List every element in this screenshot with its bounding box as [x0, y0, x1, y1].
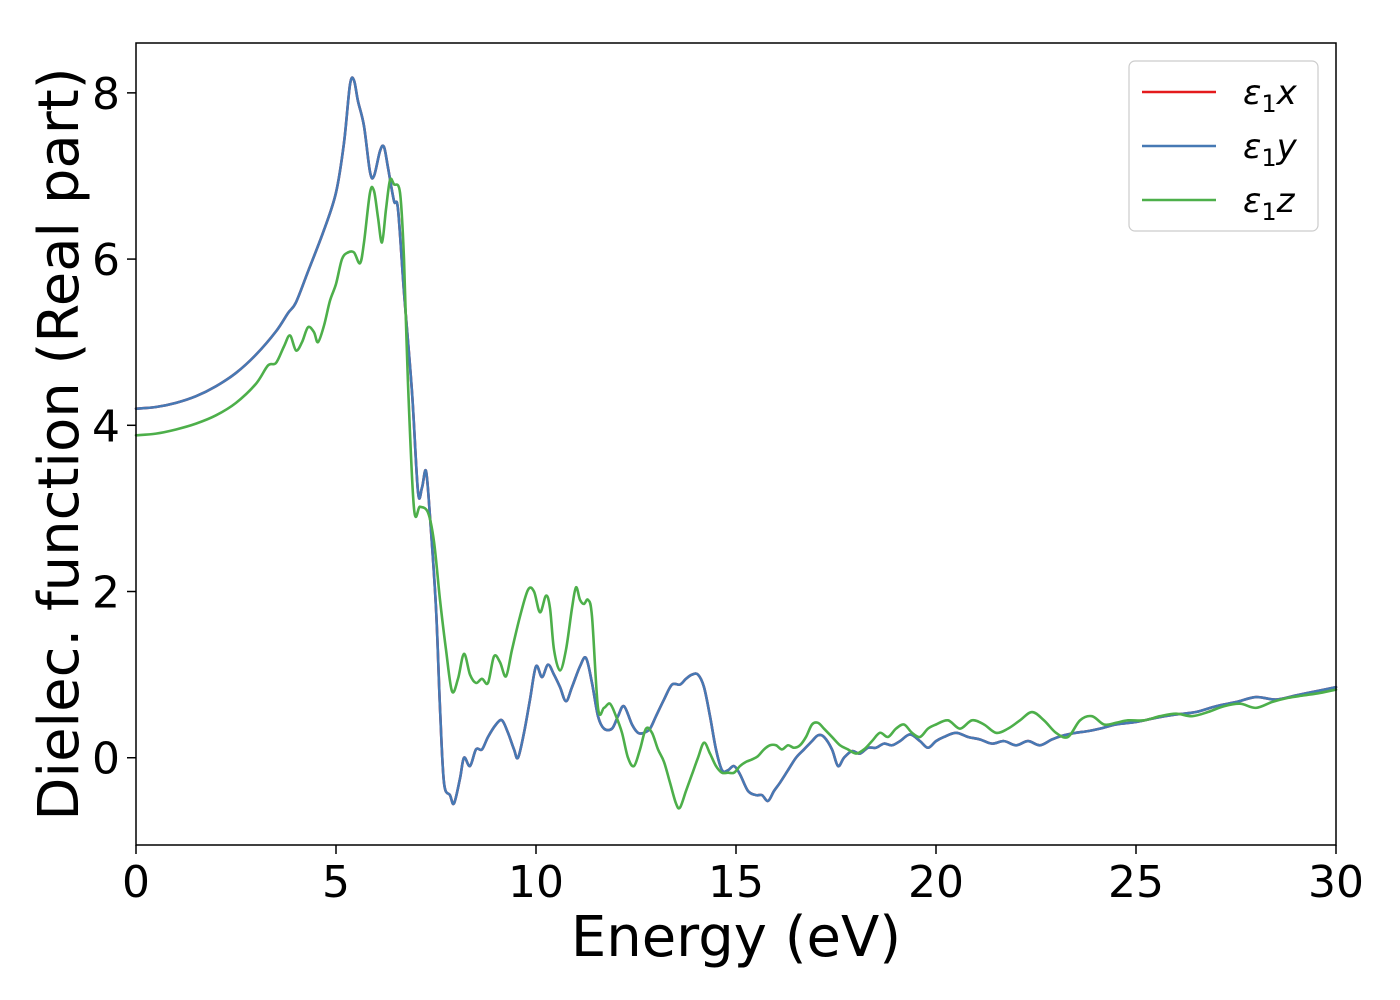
x-tick-label: 15 [708, 857, 764, 908]
x-axis-title: Energy (eV) [571, 905, 901, 970]
x-tick-label: 5 [322, 857, 350, 908]
y-tick-label: 4 [92, 401, 120, 452]
legend-box [1128, 60, 1319, 232]
y-tick-label: 6 [92, 235, 120, 286]
y-axis: 0 2 4 6 8 [92, 69, 136, 785]
y-tick-label: 2 [92, 568, 120, 619]
x-tick-label: 30 [1308, 857, 1364, 908]
series-line-z [134, 177, 1338, 810]
y-tick-label: 0 [92, 734, 120, 785]
x-tick-label: 25 [1108, 857, 1164, 908]
series-layer [134, 76, 1338, 810]
x-tick-label: 10 [508, 857, 564, 908]
legend-label-y: ε1y [1243, 127, 1298, 172]
x-axis: 0 5 10 15 20 25 30 [122, 845, 1364, 908]
legend-label-z: ε1z [1243, 181, 1296, 226]
y-axis-title: Dielec. function (Real part) [27, 67, 92, 820]
legend: ε1x ε1y ε1z [1128, 60, 1319, 232]
y-tick-label: 8 [92, 69, 120, 120]
x-tick-label: 0 [122, 857, 150, 908]
legend-label-x: ε1x [1243, 73, 1298, 118]
x-tick-label: 20 [908, 857, 964, 908]
